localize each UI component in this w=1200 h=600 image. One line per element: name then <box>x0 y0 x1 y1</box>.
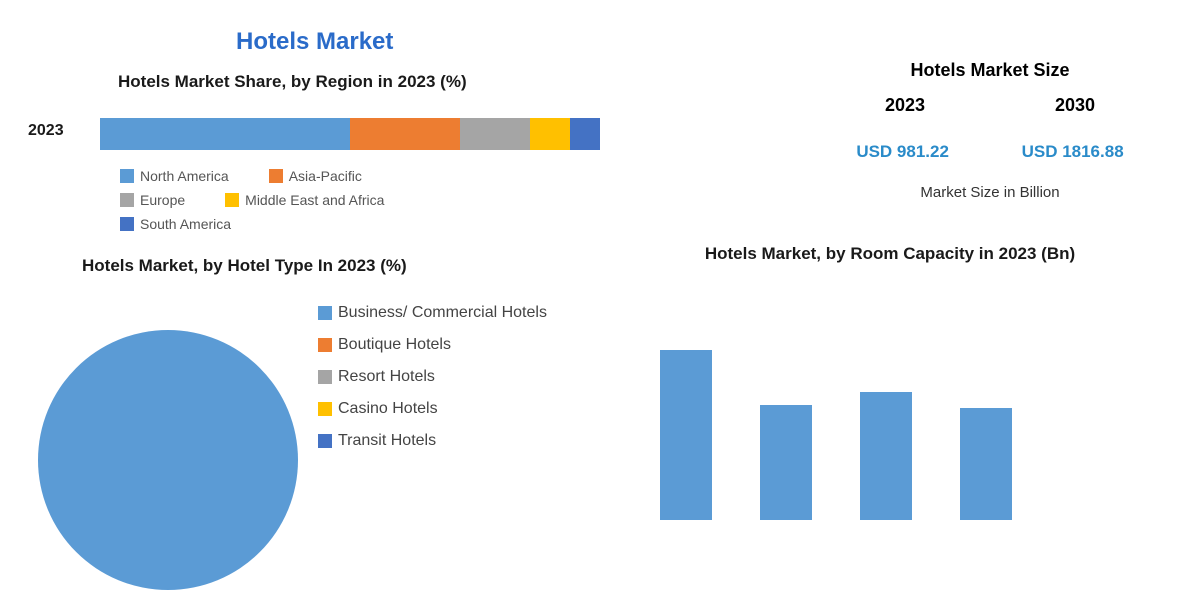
legend-item: Europe <box>120 192 185 208</box>
legend-swatch <box>225 193 239 207</box>
legend-swatch <box>269 169 283 183</box>
legend-item: Asia-Pacific <box>269 168 362 184</box>
market-size-values: USD 981.22 USD 1816.88 <box>820 142 1160 162</box>
market-size-value-0: USD 981.22 <box>856 142 949 162</box>
region-legend: North America Asia-Pacific Europe Middle Ea… <box>120 168 384 232</box>
legend-label: Middle East and Africa <box>245 192 384 208</box>
capacity-bar <box>960 408 1012 520</box>
legend-item: Resort Hotels <box>318 368 547 386</box>
market-size-value-1: USD 1816.88 <box>1022 142 1124 162</box>
legend-swatch <box>318 434 332 448</box>
legend-item: Middle East and Africa <box>225 192 384 208</box>
hotel-type-pie <box>38 330 298 590</box>
legend-label: Europe <box>140 192 185 208</box>
region-segment <box>570 118 600 150</box>
region-segment <box>460 118 530 150</box>
market-size-block: Hotels Market Size 2023 2030 USD 981.22 … <box>820 60 1160 201</box>
legend-swatch <box>318 338 332 352</box>
legend-label: Resort Hotels <box>338 368 435 386</box>
legend-label: Boutique Hotels <box>338 336 451 354</box>
legend-swatch <box>318 306 332 320</box>
legend-swatch <box>120 169 134 183</box>
legend-swatch <box>120 217 134 231</box>
capacity-bar <box>760 405 812 520</box>
legend-label: North America <box>140 168 229 184</box>
legend-item: Business/ Commercial Hotels <box>318 304 547 322</box>
region-segment <box>350 118 460 150</box>
legend-label: Transit Hotels <box>338 432 436 450</box>
capacity-chart-title: Hotels Market, by Room Capacity in 2023 … <box>700 244 1080 264</box>
hotel-type-title: Hotels Market, by Hotel Type In 2023 (%) <box>82 256 407 276</box>
legend-label: South America <box>140 216 231 232</box>
hotel-type-legend: Business/ Commercial Hotels Boutique Hote… <box>318 304 547 450</box>
legend-item: Casino Hotels <box>318 400 547 418</box>
market-size-year-1: 2030 <box>1055 95 1095 116</box>
region-segment <box>100 118 350 150</box>
market-size-years: 2023 2030 <box>820 95 1160 116</box>
market-size-title: Hotels Market Size <box>820 60 1160 81</box>
market-size-year-0: 2023 <box>885 95 925 116</box>
capacity-bar-chart <box>660 340 1012 520</box>
legend-label: Casino Hotels <box>338 400 438 418</box>
legend-item: Boutique Hotels <box>318 336 547 354</box>
market-size-unit: Market Size in Billion <box>820 184 1160 201</box>
legend-swatch <box>120 193 134 207</box>
legend-label: Business/ Commercial Hotels <box>338 304 547 322</box>
region-chart-title: Hotels Market Share, by Region in 2023 (… <box>118 72 467 92</box>
region-chart-ylabel: 2023 <box>28 122 64 140</box>
region-segment <box>530 118 570 150</box>
legend-swatch <box>318 370 332 384</box>
legend-swatch <box>318 402 332 416</box>
legend-item: North America <box>120 168 229 184</box>
legend-label: Asia-Pacific <box>289 168 362 184</box>
legend-item: South America <box>120 216 231 232</box>
region-stacked-bar <box>100 118 600 150</box>
legend-item: Transit Hotels <box>318 432 547 450</box>
page-title: Hotels Market <box>236 28 393 56</box>
capacity-bar <box>660 350 712 520</box>
capacity-bar <box>860 392 912 520</box>
